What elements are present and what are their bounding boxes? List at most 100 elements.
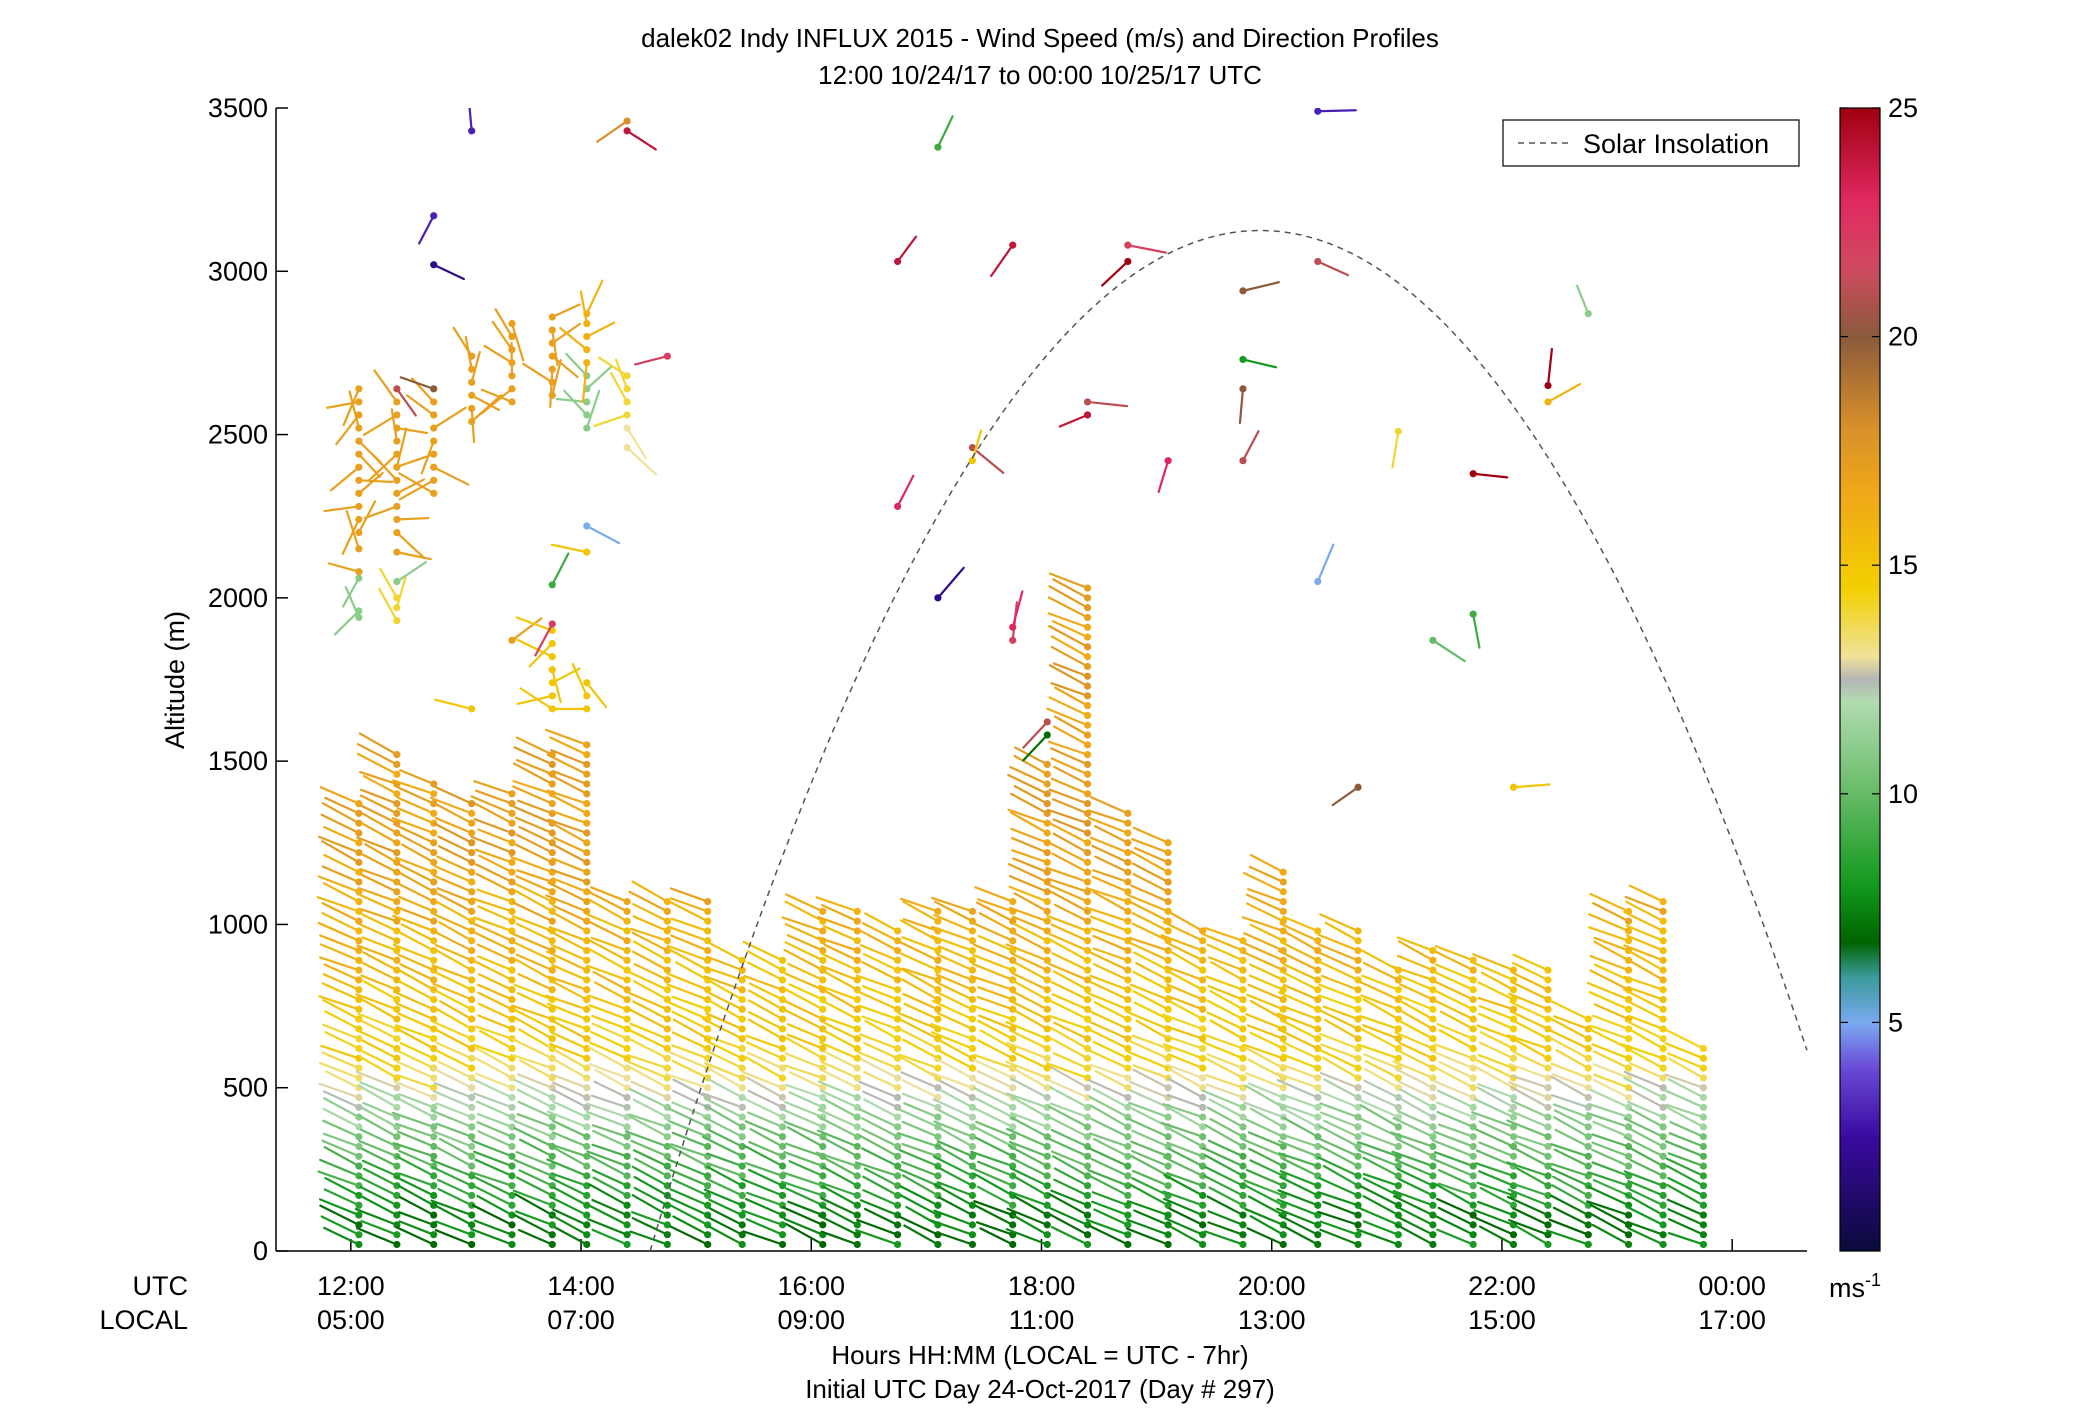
wind-barb: [624, 1130, 669, 1148]
wind-barb: [903, 1002, 939, 1021]
wind-barb: [632, 940, 669, 962]
wind-barb: [1510, 1086, 1550, 1109]
wind-barb-point: [1544, 1191, 1552, 1200]
wind-barb: [901, 1174, 939, 1197]
wind-barb-point: [1199, 1162, 1207, 1170]
wind-barb-point: [1124, 1142, 1132, 1151]
wind-barb: [1010, 1077, 1049, 1099]
wind-barb-point: [1659, 937, 1667, 945]
wind-barb: [746, 1051, 784, 1070]
wind-barb-point: [393, 424, 401, 432]
wind-barb-point: [583, 927, 591, 935]
wind-barb-point: [1624, 1054, 1633, 1062]
wind-barb-point: [430, 1035, 438, 1043]
wind-barb: [1476, 1059, 1515, 1080]
wind-barb-point: [1199, 1015, 1207, 1023]
wind-barb: [550, 749, 588, 766]
wind-barb: [586, 1110, 629, 1129]
wind-barb-point: [623, 372, 631, 380]
wind-barb: [1357, 1043, 1400, 1060]
wind-barb: [1276, 1079, 1319, 1099]
wind-barb-point: [1429, 1231, 1437, 1239]
wind-barb-point: [1083, 594, 1092, 602]
wind-barb: [1667, 1208, 1705, 1226]
wind-barb: [705, 978, 744, 1001]
wind-barb-point: [508, 1103, 516, 1111]
wind-barb: [1022, 733, 1049, 762]
wind-barb: [972, 1058, 1014, 1080]
wind-barb-point: [1659, 1035, 1667, 1043]
wind-barb-point: [1394, 1162, 1402, 1170]
wind-barb-point: [1354, 1182, 1362, 1190]
wind-barb: [634, 355, 669, 366]
wind-barb-point: [1009, 897, 1017, 906]
wind-barb-point: [1314, 1240, 1322, 1249]
wind-barb: [855, 1228, 899, 1246]
wind-barb: [861, 960, 899, 982]
wind-barb-point: [778, 956, 787, 964]
wind-barb: [820, 952, 859, 972]
wind-barb: [783, 987, 824, 1011]
wind-barb-point: [1279, 1240, 1287, 1249]
wind-barb-point: [1083, 839, 1092, 847]
wind-barb: [1512, 972, 1550, 991]
wind-barb-point: [968, 966, 977, 974]
wind-barb: [702, 1115, 744, 1138]
wind-barb-point: [430, 790, 438, 798]
wind-barb: [551, 963, 588, 982]
wind-barb: [1593, 940, 1630, 962]
wind-barb-point: [1083, 613, 1092, 622]
wind-barb-point: [468, 1123, 476, 1131]
wind-barb-point: [1124, 257, 1132, 266]
wind-barb-point: [663, 956, 671, 964]
wind-barb: [321, 1051, 360, 1070]
wind-barb: [1394, 1094, 1434, 1119]
wind-barb: [1006, 1207, 1049, 1226]
wind-barb: [395, 551, 432, 561]
wind-barb: [1243, 1179, 1285, 1197]
wind-barb-point: [1659, 927, 1667, 935]
wind-barb: [1169, 1128, 1204, 1148]
wind-barb-point: [548, 937, 556, 945]
x-tick-label-local: 11:00: [1009, 1305, 1075, 1335]
wind-barb-point: [468, 1231, 476, 1239]
wind-barb: [360, 804, 398, 825]
wind-barb: [899, 1194, 939, 1217]
wind-barb: [1319, 1102, 1360, 1119]
wind-barb-point: [663, 1044, 671, 1053]
wind-barb-point: [738, 1133, 746, 1141]
wind-barb-point: [548, 1231, 556, 1239]
wind-barb-point: [1544, 1005, 1552, 1013]
wind-barb: [1278, 1214, 1319, 1236]
wind-barb: [1089, 836, 1129, 854]
wind-barb-point: [1043, 1182, 1051, 1190]
wind-barb: [1010, 792, 1049, 815]
wind-barb: [517, 1100, 554, 1119]
wind-barb: [518, 1169, 554, 1187]
wind-barb-point: [1009, 1201, 1017, 1209]
wind-barb: [1248, 1147, 1285, 1168]
wind-barb: [1157, 459, 1170, 494]
wind-barb: [1011, 1050, 1049, 1070]
wind-barb: [360, 913, 398, 933]
wind-barb-point: [1124, 809, 1132, 817]
wind-barb-point: [1354, 1133, 1362, 1141]
wind-barb: [1399, 1020, 1434, 1040]
wind-barb: [1587, 1185, 1630, 1207]
wind-barb: [633, 980, 669, 1001]
wind-barb-point: [623, 1201, 631, 1209]
wind-barb: [1590, 1148, 1630, 1168]
wind-barb-point: [1469, 1025, 1477, 1033]
wind-barb-point: [583, 310, 591, 318]
wind-barb: [1277, 1102, 1319, 1119]
wind-barb-point: [1469, 995, 1477, 1004]
wind-barb: [1088, 951, 1129, 972]
wind-barb: [1623, 1135, 1665, 1158]
wind-barb-point: [1009, 1221, 1017, 1229]
wind-barb: [822, 1156, 859, 1177]
wind-barb: [491, 320, 514, 351]
wind-barb: [323, 826, 360, 844]
wind-barb: [819, 1089, 859, 1109]
wind-barb: [901, 1120, 939, 1138]
wind-barb-point: [1239, 1074, 1247, 1082]
